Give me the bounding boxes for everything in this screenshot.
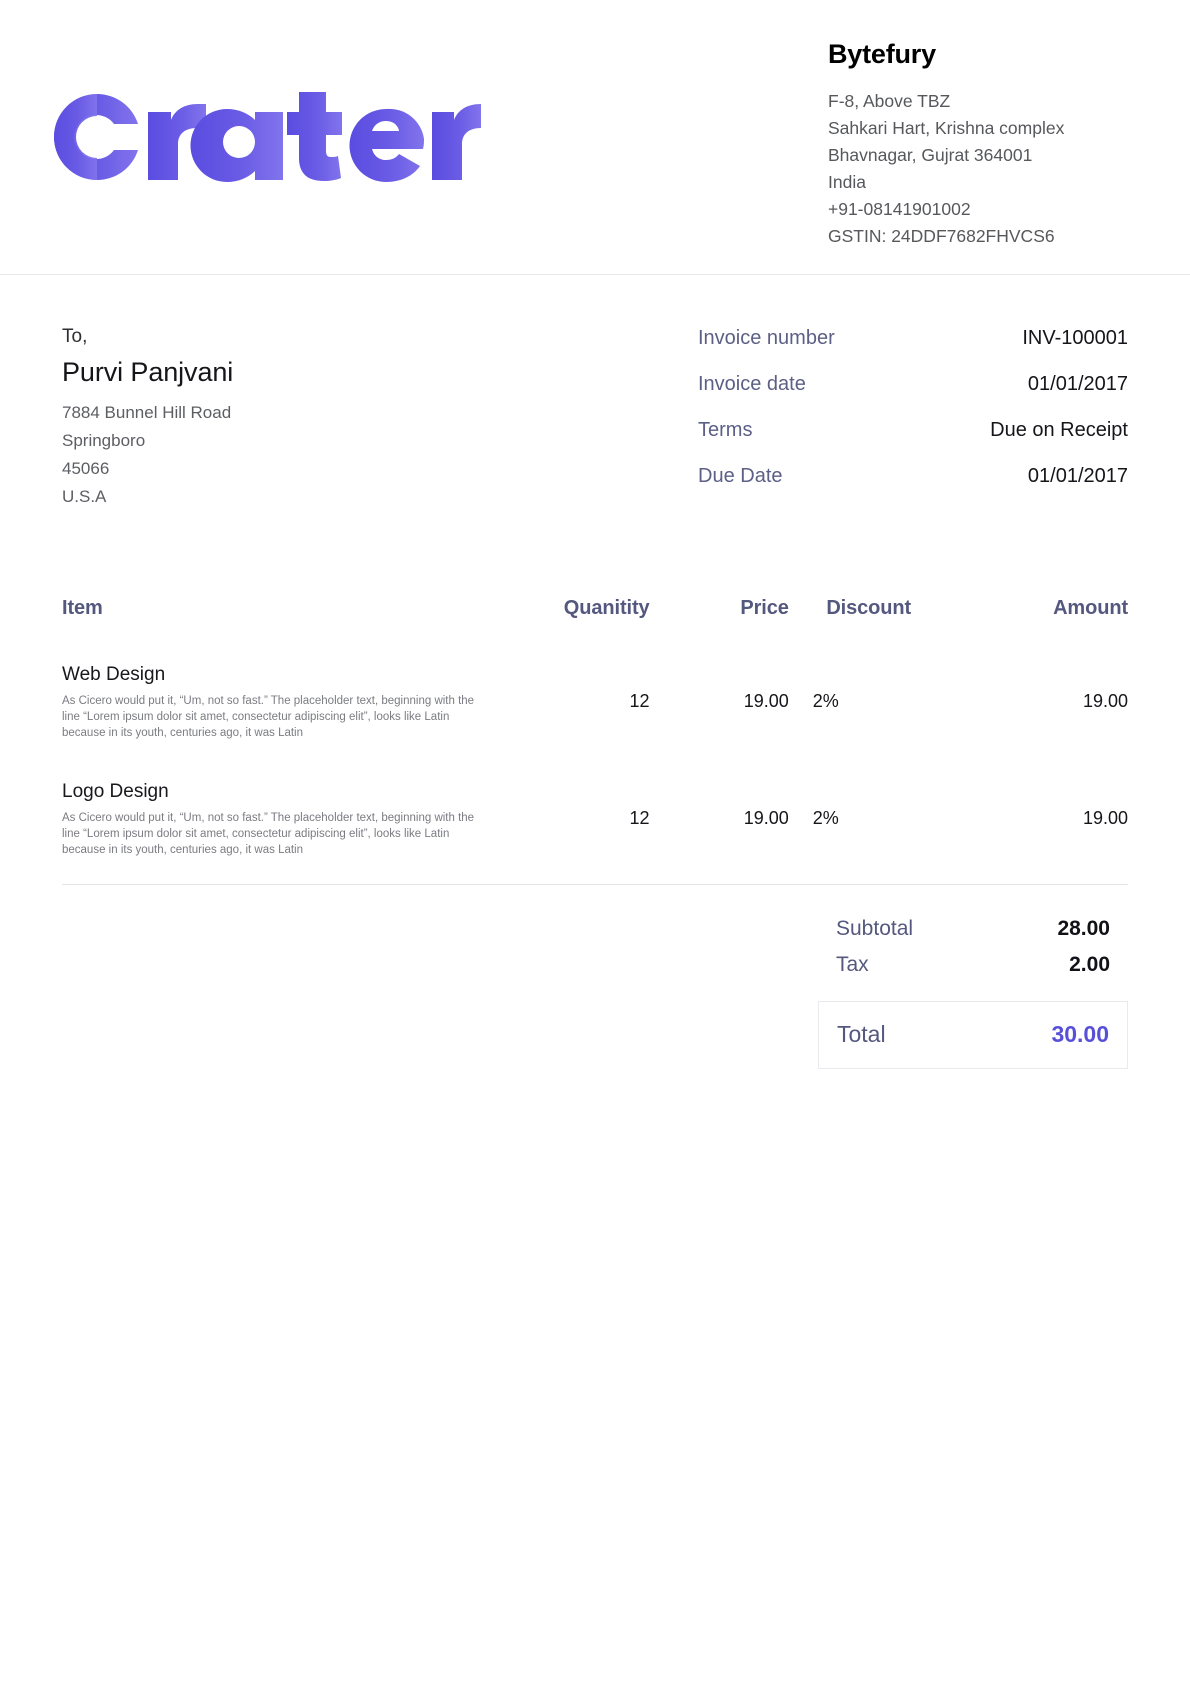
total-row: Total 30.00	[818, 1001, 1128, 1070]
line-item-discount: 2%	[812, 691, 839, 712]
meta-label: Due Date	[698, 465, 783, 488]
company-address-line: India	[828, 172, 866, 193]
customer-name: Purvi Panjvani	[62, 357, 234, 388]
line-items-divider	[62, 884, 1128, 886]
line-item-description: As Cicero would put it, “Um, not so fast…	[62, 695, 475, 740]
line-item-amount: 19.00	[1082, 691, 1128, 712]
invoice-header: Bytefury F-8, Above TBZ Sahkari Hart, Kr…	[0, 0, 1190, 250]
line-item-cell: Web Design As Cicero would put it, “Um, …	[62, 646, 516, 763]
invoice-meta-table: Invoice number INV-100001 Invoice date 0…	[698, 327, 1128, 511]
customer-address-line: Springboro	[62, 431, 146, 451]
company-phone: +91-08141901002	[828, 199, 971, 220]
company-address-line: Bhavnagar, Gujrat 364001	[828, 145, 1033, 166]
meta-value: 01/01/2017	[1027, 465, 1128, 488]
meta-row-invoice-number: Invoice number INV-100001	[698, 327, 1128, 373]
company-gstin: GSTIN: 24DDF7682FHVCS6	[828, 226, 1055, 247]
totals-block: Subtotal 28.00 Tax 2.00 Total 30.00	[818, 911, 1128, 1070]
meta-label: Invoice date	[698, 373, 806, 396]
meta-row-due-date: Due Date 01/01/2017	[698, 465, 1128, 511]
line-item-description: As Cicero would put it, “Um, not so fast…	[62, 812, 475, 857]
crater-logo-icon	[54, 92, 481, 182]
line-item-price: 19.00	[743, 691, 789, 712]
total-label: Total	[837, 1021, 886, 1048]
company-name: Bytefury	[828, 39, 936, 69]
column-header-price: Price	[740, 597, 789, 620]
subtotal-label: Subtotal	[836, 917, 914, 941]
company-address-line: F-8, Above TBZ	[828, 91, 951, 112]
company-address: F-8, Above TBZ Sahkari Hart, Krishna com…	[828, 88, 1128, 250]
table-row: Web Design As Cicero would put it, “Um, …	[62, 646, 1128, 763]
line-items-section: Item Quanitity Price Discount Amount Web…	[0, 511, 1190, 886]
subtotal-row: Subtotal 28.00	[818, 911, 1128, 947]
meta-value: INV-100001	[1022, 327, 1128, 350]
totals-section: Subtotal 28.00 Tax 2.00 Total 30.00	[0, 911, 1190, 1070]
column-header-amount: Amount	[1053, 597, 1128, 620]
column-header-quantity: Quanitity	[563, 597, 650, 620]
tax-label: Tax	[836, 953, 869, 977]
line-item-discount: 2%	[812, 808, 839, 829]
meta-value: Due on Receipt	[990, 419, 1128, 442]
subtotal-value: 28.00	[1057, 917, 1110, 941]
column-header-item: Item	[62, 597, 103, 620]
company-info: Bytefury F-8, Above TBZ Sahkari Hart, Kr…	[828, 34, 1128, 250]
tax-value: 2.00	[1069, 953, 1110, 977]
line-item-name: Web Design	[62, 664, 166, 686]
line-item-cell: Logo Design As Cicero would put it, “Um,…	[62, 763, 516, 880]
line-item-name: Logo Design	[62, 781, 169, 803]
customer-address-line: U.S.A	[62, 487, 107, 507]
tax-row: Tax 2.00	[818, 947, 1128, 983]
meta-value: 01/01/2017	[1027, 373, 1128, 396]
meta-label: Invoice number	[698, 327, 835, 350]
table-row: Logo Design As Cicero would put it, “Um,…	[62, 763, 1128, 880]
line-item-quantity: 12	[629, 691, 650, 712]
customer-address-line: 7884 Bunnel Hill Road	[62, 403, 232, 423]
meta-label: Terms	[698, 419, 753, 442]
column-header-discount: Discount	[826, 597, 912, 620]
total-value: 30.00	[1051, 1021, 1109, 1048]
line-item-quantity: 12	[629, 808, 650, 829]
line-items-header: Item Quanitity Price Discount Amount	[62, 597, 1128, 646]
bill-to-label: To,	[62, 326, 88, 348]
header-divider	[0, 274, 1190, 276]
line-item-amount: 19.00	[1082, 808, 1128, 829]
line-item-price: 19.00	[743, 808, 789, 829]
meta-row-terms: Terms Due on Receipt	[698, 419, 1128, 465]
bill-to-block: To, Purvi Panjvani 7884 Bunnel Hill Road…	[62, 323, 532, 511]
company-address-line: Sahkari Hart, Krishna complex	[828, 118, 1065, 139]
meta-row-invoice-date: Invoice date 01/01/2017	[698, 373, 1128, 419]
invoice-info-row: To, Purvi Panjvani 7884 Bunnel Hill Road…	[0, 275, 1190, 511]
customer-address-line: 45066	[62, 459, 110, 479]
crater-logo	[52, 92, 482, 182]
line-items-table: Item Quanitity Price Discount Amount Web…	[62, 597, 1128, 880]
